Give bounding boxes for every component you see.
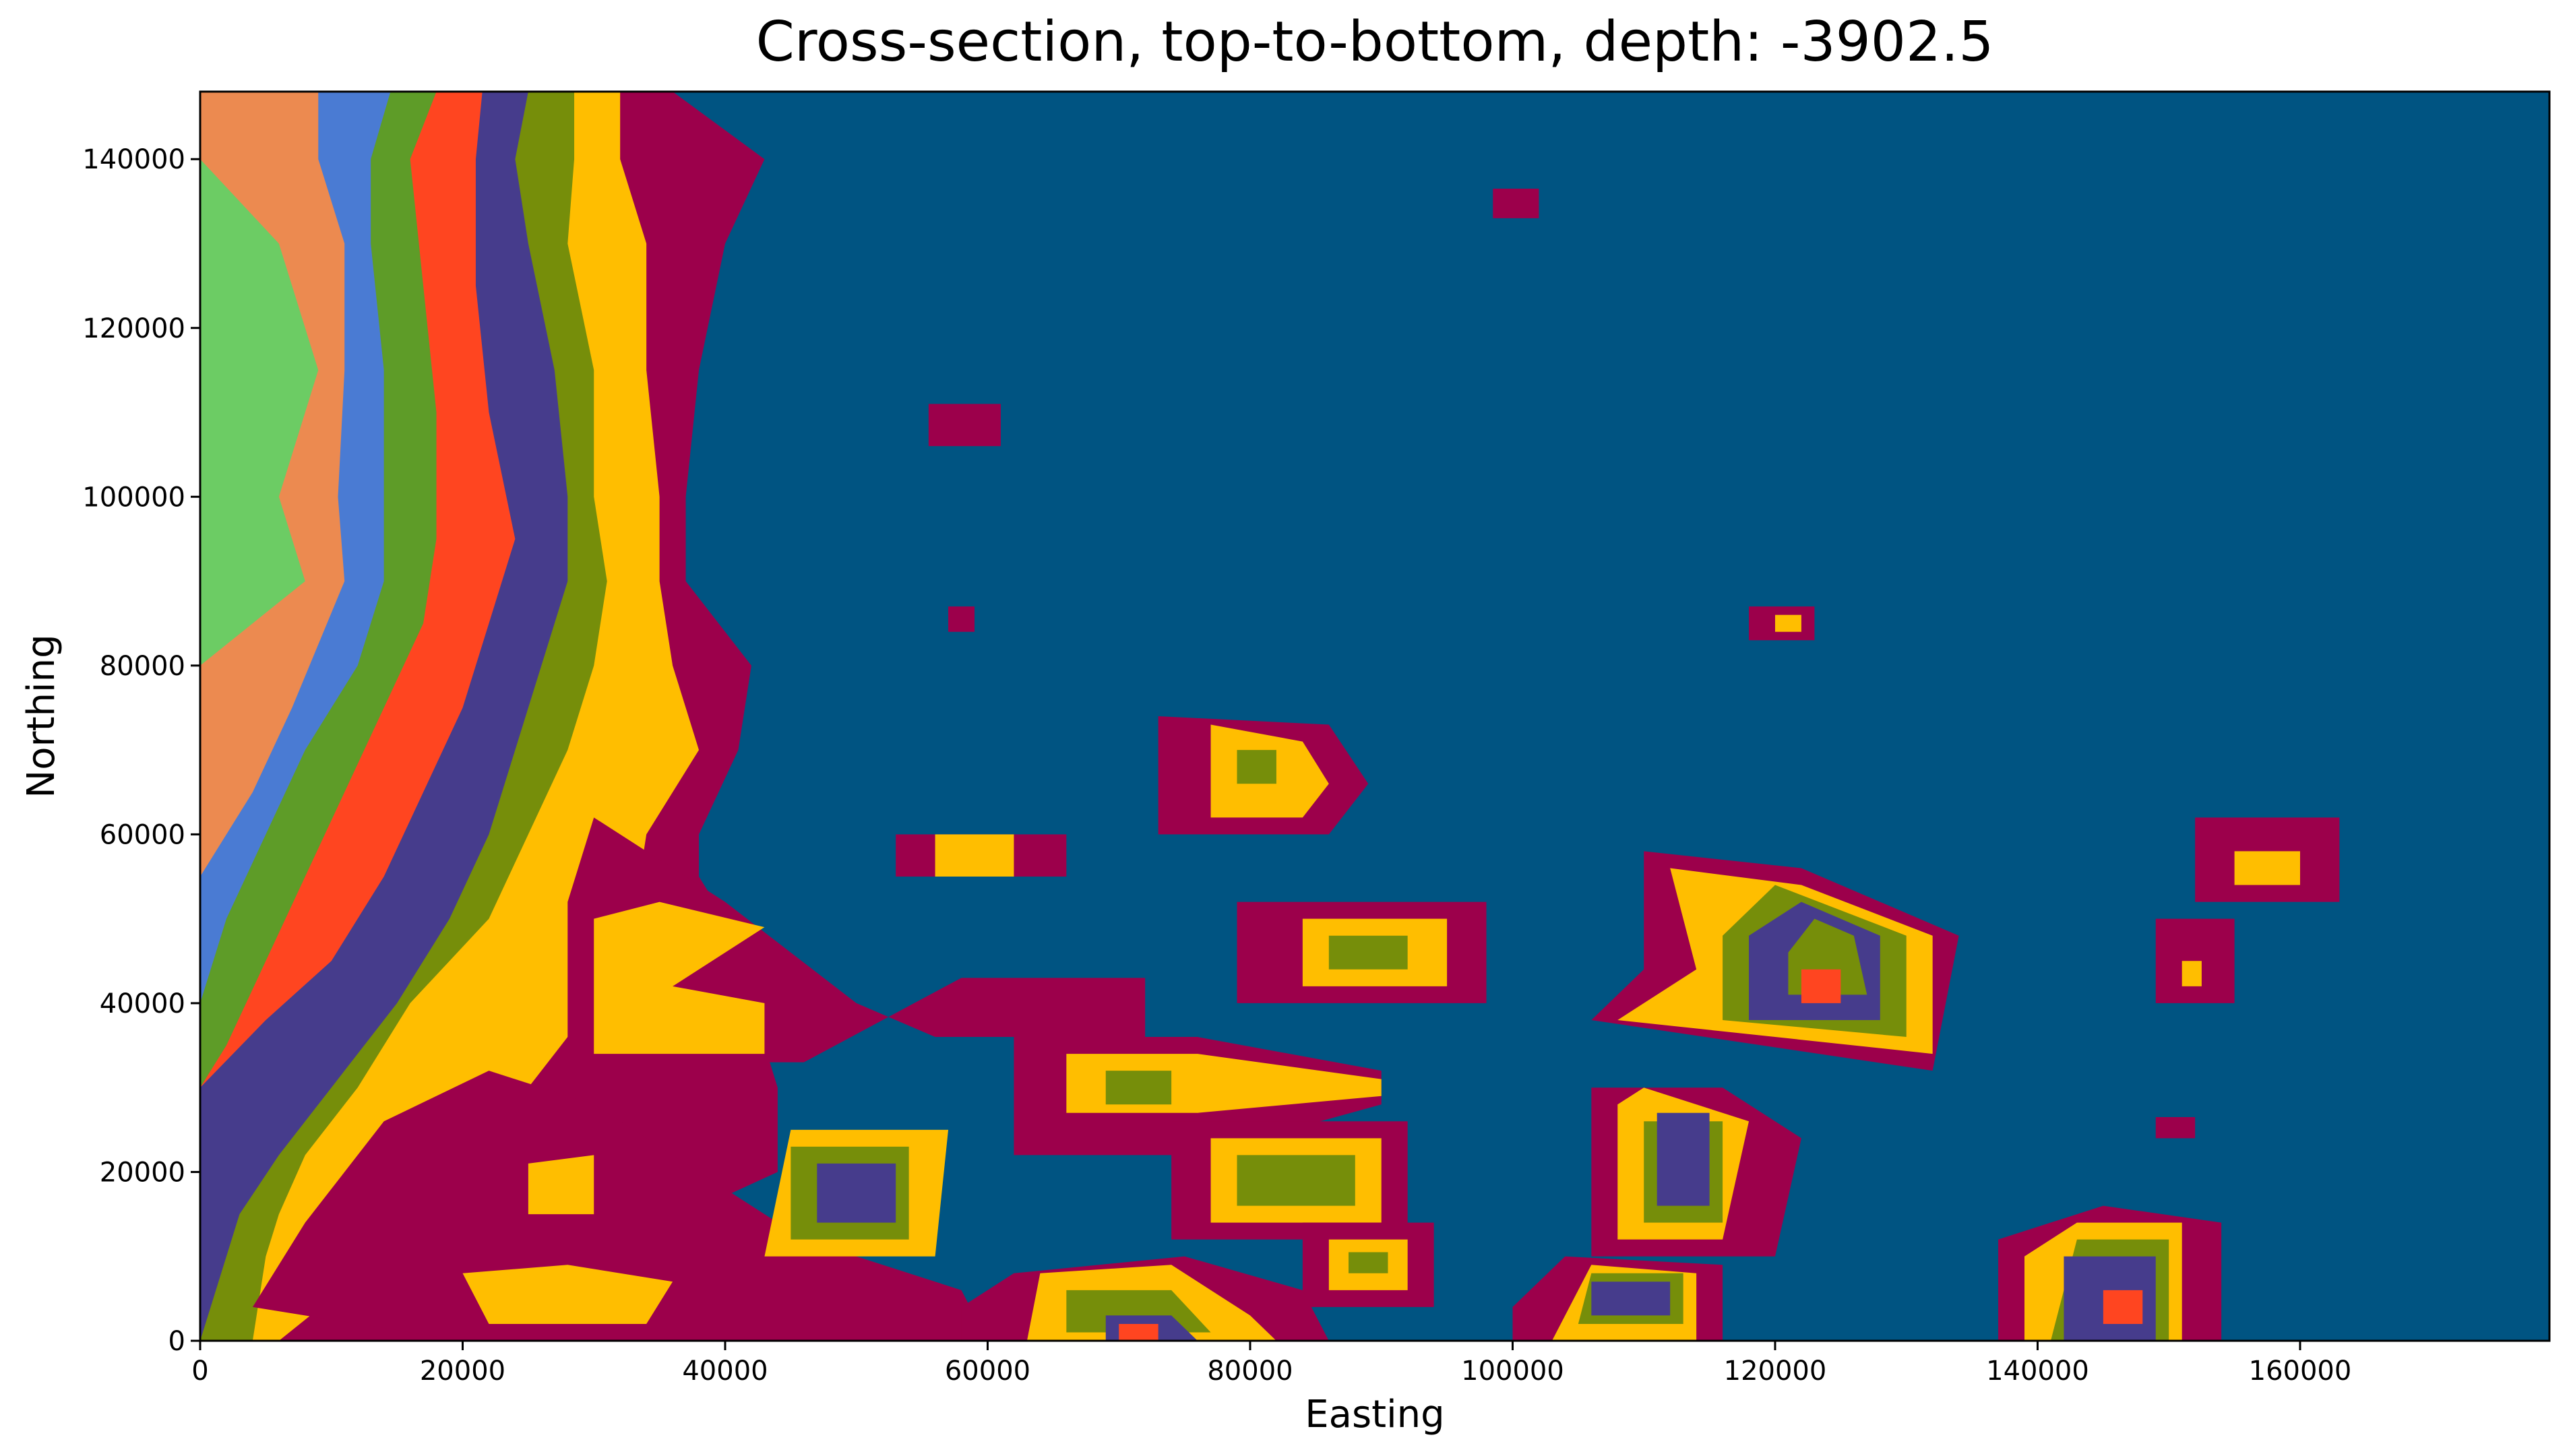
body-spot-151000-25000	[2155, 1117, 2196, 1139]
plot-frame	[199, 90, 2551, 1342]
body-body-72000-3000	[961, 1256, 1329, 1341]
x-axis: 0 20000 40000 60000 80000 100000 120000 140000 1…	[191, 1341, 2351, 1387]
body-ring-4	[2103, 1290, 2143, 1324]
body-spot-58000-85000	[948, 606, 975, 632]
body-body-112000-22000	[1591, 1087, 1801, 1257]
body-ring-0	[948, 606, 975, 632]
body-spot-58000-108000	[928, 404, 1001, 447]
heatmap-plot-area	[200, 92, 2549, 1341]
x-tick-label: 120000	[1724, 1356, 1827, 1387]
x-tick-label: 100000	[1461, 1356, 1564, 1387]
body-ring-4	[1119, 1323, 1158, 1341]
west-layer-0	[200, 92, 319, 1341]
body-ring-0	[928, 404, 1001, 447]
body-body-88000-8000	[1302, 1222, 1434, 1307]
body-spot-123000-85000	[1749, 606, 1815, 641]
body-ring-2	[528, 1155, 594, 1215]
body-ring-1	[462, 1265, 673, 1324]
body-ring-1	[2181, 961, 2202, 986]
x-tick-label: 60000	[945, 1356, 1030, 1387]
body-ring-1	[935, 834, 1014, 877]
body-central-tongue	[567, 817, 1146, 1063]
body-spot-101000-135000	[1493, 189, 1539, 218]
body-ring-0	[2155, 1117, 2196, 1139]
x-tick-label: 80000	[1207, 1356, 1293, 1387]
y-tick-label: 140000	[82, 144, 185, 175]
body-ring-3	[1657, 1112, 1710, 1206]
body-body-90000-46000	[1237, 901, 1487, 1003]
chart-title: Cross-section, top-to-bottom, depth: -39…	[756, 10, 1994, 74]
y-tick-label: 120000	[82, 313, 185, 344]
body-ring-1	[1774, 614, 1801, 632]
y-axis-label: Northing	[20, 634, 63, 798]
body-ring-0	[252, 1071, 988, 1341]
y-tick-label: 100000	[82, 482, 185, 513]
body-south-west-embayment	[252, 1071, 988, 1341]
body-ring-0	[1493, 189, 1539, 218]
body-ring-2	[1105, 1071, 1172, 1105]
y-tick-label: 60000	[100, 819, 185, 850]
body-ring-2	[817, 1163, 896, 1223]
y-tick-label: 20000	[100, 1157, 185, 1188]
body-ring-3	[1591, 1281, 1671, 1316]
y-axis: 0 20000 40000 60000 80000 100000 120000 140000	[82, 144, 200, 1357]
x-tick-label: 160000	[2249, 1356, 2352, 1387]
x-tick-label: 40000	[682, 1356, 768, 1387]
x-axis-label: Easting	[1305, 1393, 1444, 1436]
body-body-160000-57000	[2195, 817, 2340, 902]
body-body-46000-17000	[764, 1129, 949, 1257]
x-tick-label: 20000	[420, 1356, 505, 1387]
body-body-110000-5000	[1512, 1256, 1723, 1341]
body-ring-5	[1801, 969, 1841, 1003]
body-body-125000-45000	[1591, 851, 1959, 1071]
y-tick-label: 80000	[100, 651, 185, 682]
y-tick-label: 40000	[100, 988, 185, 1019]
body-ring-1	[594, 901, 765, 1054]
y-tick-label: 0	[168, 1326, 185, 1357]
body-ring-2	[1349, 1252, 1388, 1273]
x-tick-label: 0	[191, 1356, 208, 1387]
x-tick-label: 140000	[1986, 1356, 2089, 1387]
body-body-145000-8000	[1998, 1205, 2222, 1341]
body-body-58000-57000	[896, 834, 1067, 877]
body-body-151000-44000	[2155, 918, 2235, 1003]
body-ring-1	[2234, 851, 2300, 885]
body-ring-2	[1237, 1155, 1355, 1206]
body-ring-2	[1328, 935, 1408, 970]
body-body-82000-19000	[1171, 1121, 1408, 1240]
body-ring-2	[1237, 750, 1276, 784]
body-body-80000-67000	[1158, 716, 1369, 835]
